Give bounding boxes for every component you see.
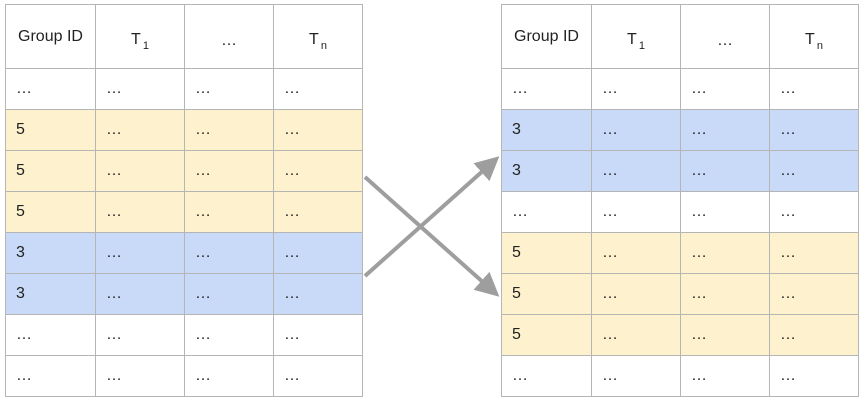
table-cell: … [769,314,859,356]
table-cell: 3 [5,273,96,315]
table-cell: 3 [5,232,96,274]
table-cell: … [273,314,363,356]
table-row: … … … … [501,191,859,233]
table-cell: … [184,109,274,151]
table-row: 5 … … … [5,191,363,233]
table-cell: … [591,191,681,233]
table-cell: … [273,232,363,274]
table-cell: … [95,68,185,110]
table-cell: 3 [501,150,592,192]
table-cell: … [273,355,363,397]
table-row: 3 … … … [5,273,363,315]
table-cell: … [591,355,681,397]
table-row: 5 … … … [5,109,363,151]
table-cell: … [501,191,592,233]
table-cell: … [95,109,185,151]
table-row: … … … … [5,314,363,356]
table-row: … … … … [5,68,363,110]
table-cell: 5 [501,232,592,274]
table-cell: … [95,273,185,315]
table-row: … … … … [501,68,859,110]
table-cell: … [680,150,770,192]
table-cell: 5 [5,191,96,233]
table-cell: … [184,68,274,110]
table-cell: … [769,150,859,192]
table-cell: … [591,109,681,151]
header-ellipsis: … [184,4,274,69]
table-cell: … [591,150,681,192]
arrow-blue-to-upper [363,156,500,278]
header-group-id: Group ID [5,4,96,69]
table-cell: 5 [5,150,96,192]
table-cell: … [501,355,592,397]
table-cell: … [184,191,274,233]
table-cell: … [769,191,859,233]
table-row: 5 … … … [501,273,859,315]
arrow-yellow-to-lower [363,175,500,297]
table-cell: … [680,232,770,274]
table-cell: … [769,68,859,110]
table-cell: … [5,314,96,356]
table-cell: … [501,68,592,110]
table-cell: … [273,150,363,192]
table-cell: … [680,191,770,233]
table-row: 3 … … … [501,150,859,192]
table-cell: … [5,68,96,110]
table-cell: … [184,273,274,315]
table-row: … … … … [5,355,363,397]
table-cell: … [680,109,770,151]
table-row: 5 … … … [5,150,363,192]
table-cell: … [680,314,770,356]
table-cell: … [680,273,770,315]
header-ellipsis: … [680,4,770,69]
table-row: … … … … [501,355,859,397]
table-row: 5 … … … [501,314,859,356]
table-cell: … [769,232,859,274]
table-cell: … [95,314,185,356]
table-cell: 5 [5,109,96,151]
header-group-id: Group ID [501,4,592,69]
table-cell: 5 [501,314,592,356]
table-cell: … [273,68,363,110]
table-cell: … [591,232,681,274]
table-row: 3 … … … [5,232,363,274]
table-cell: … [184,355,274,397]
table-cell: … [591,68,681,110]
table-cell: … [680,355,770,397]
table-cell: … [184,232,274,274]
table-cell: … [591,273,681,315]
table-cell: … [591,314,681,356]
table-cell: 3 [501,109,592,151]
table-cell: … [95,150,185,192]
table-cell: … [95,355,185,397]
table-cell: … [95,191,185,233]
table-cell: … [769,355,859,397]
table-row: 3 … … … [501,109,859,151]
table-cell: … [769,273,859,315]
table-cell: … [680,68,770,110]
table-row: 5 … … … [501,232,859,274]
table-cell: … [95,232,185,274]
table-cell: 5 [501,273,592,315]
table-cell: … [273,273,363,315]
table-cell: … [5,355,96,397]
table-cell: … [273,191,363,233]
table-cell: … [184,314,274,356]
table-cell: … [184,150,274,192]
table-cell: … [769,109,859,151]
table-cell: … [273,109,363,151]
